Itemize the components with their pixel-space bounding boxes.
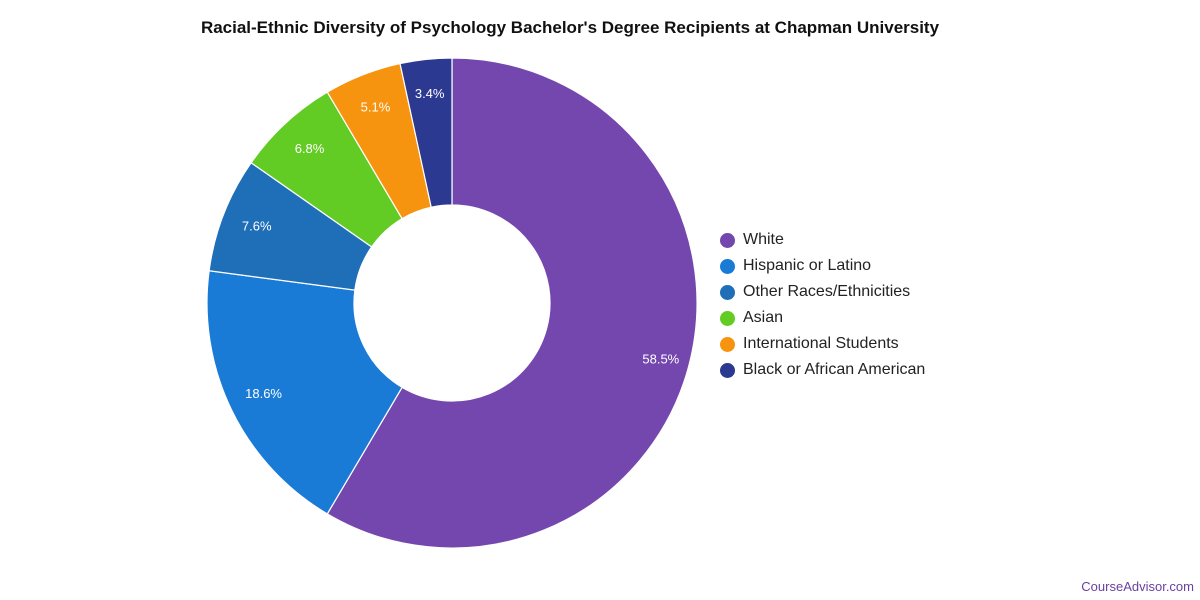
legend-label: White — [743, 231, 784, 248]
slice-value-label: 3.4% — [415, 86, 445, 101]
chart-legend: White Hispanic or Latino Other Races/Ethni… — [720, 227, 925, 383]
legend-swatch — [720, 336, 735, 352]
legend-label: Asian — [743, 309, 784, 326]
legend-item[interactable]: International Students — [720, 331, 925, 357]
legend-item[interactable]: Black or African American — [720, 357, 925, 383]
legend-label: Black or African American — [743, 361, 926, 378]
legend-label: Hispanic or Latino — [743, 257, 872, 274]
legend-item[interactable]: White — [720, 227, 925, 253]
slice-value-label: 18.6% — [245, 386, 282, 401]
legend-swatch — [720, 258, 735, 274]
slice-value-label: 58.5% — [642, 352, 679, 367]
chart-title: Racial-Ethnic Diversity of Psychology Ba… — [200, 18, 940, 37]
legend-swatch — [720, 362, 735, 378]
legend-item[interactable]: Hispanic or Latino — [720, 253, 925, 279]
legend-label: Other Races/Ethnicities — [743, 283, 911, 300]
slice-value-label: 5.1% — [361, 99, 391, 114]
legend-item[interactable]: Other Races/Ethnicities — [720, 279, 925, 305]
source-credit[interactable]: CourseAdvisor.com — [1081, 579, 1194, 594]
legend-swatch — [720, 310, 735, 326]
slice-black-or-african-american[interactable] — [399, 57, 453, 208]
slice-hispanic-or-latino[interactable] — [206, 270, 403, 515]
legend-swatch — [720, 232, 735, 248]
slice-white[interactable] — [326, 57, 698, 549]
slice-value-label: 6.8% — [295, 141, 325, 156]
legend-swatch — [720, 284, 735, 300]
slice-value-label: 7.6% — [242, 219, 272, 234]
legend-label: International Students — [743, 335, 899, 352]
legend-item[interactable]: Asian — [720, 305, 925, 331]
